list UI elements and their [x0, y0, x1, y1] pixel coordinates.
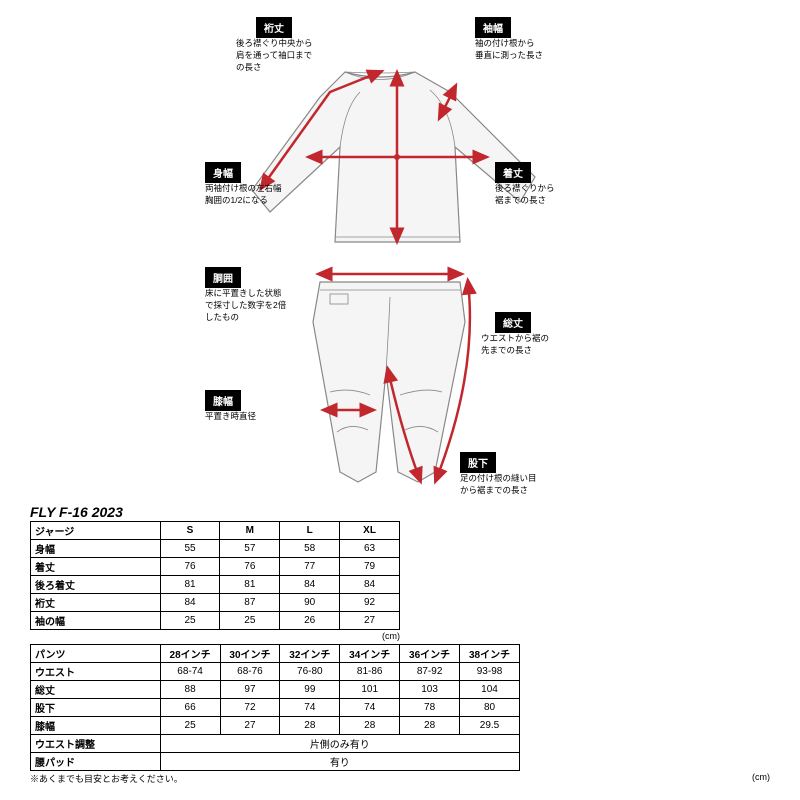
- desc-yukitake: 後ろ襟ぐり中央から 肩を通って袖口まで の長さ: [236, 38, 313, 74]
- label-soutake: 総丈: [495, 312, 531, 333]
- label-kitake: 着丈: [495, 162, 531, 183]
- product-title: FLY F-16 2023: [30, 504, 770, 520]
- pants-unit: (cm): [280, 772, 770, 782]
- label-hizahaba: 膝幅: [205, 390, 241, 411]
- desc-mihaba: 両袖付け根の左右幅 胸囲の1/2になる: [205, 183, 282, 207]
- desc-sodehaba: 袖の付け根から 垂直に測った長さ: [475, 38, 543, 62]
- footnote: ※あくまでも目安とお考えください。: [30, 772, 183, 785]
- desc-hizahaba: 平置き時直径: [205, 411, 256, 423]
- jersey-unit: (cm): [30, 631, 400, 641]
- pants-size-table: パンツ28インチ30インチ32インチ34インチ36インチ38インチウエスト68-…: [30, 644, 520, 771]
- diagram-area: 裄丈 後ろ襟ぐり中央から 肩を通って袖口まで の長さ 袖幅 袖の付け根から 垂直…: [30, 12, 770, 502]
- label-matashita: 股下: [460, 452, 496, 473]
- jersey-size-table: ジャージSMLXL身幅55575863着丈76767779後ろ着丈8181848…: [30, 521, 400, 630]
- desc-soutake: ウエストから裾の 先までの長さ: [481, 333, 549, 357]
- label-mihaba: 身幅: [205, 162, 241, 183]
- desc-matashita: 足の付け根の縫い目 から裾までの長さ: [460, 473, 537, 497]
- desc-doui: 床に平置きした状態 で採寸した数字を2倍 したもの: [205, 288, 286, 324]
- label-yukitake: 裄丈: [256, 17, 292, 38]
- desc-kitake: 後ろ襟ぐりから 裾までの長さ: [495, 183, 555, 207]
- garment-diagram: [30, 12, 770, 502]
- label-doui: 胴囲: [205, 267, 241, 288]
- label-sodehaba: 袖幅: [475, 17, 511, 38]
